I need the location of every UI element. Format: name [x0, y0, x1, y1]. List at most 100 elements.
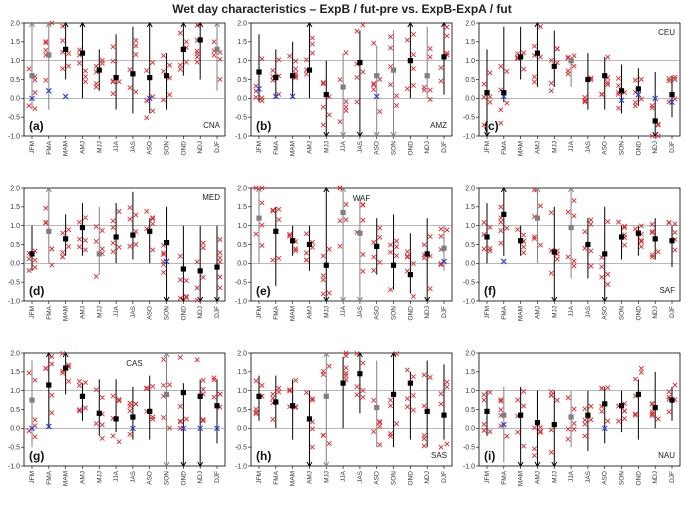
- ensemble-cross: [582, 421, 588, 427]
- ensemble-cross: [194, 54, 200, 60]
- mean-marker: [306, 241, 313, 248]
- ensemble-cross: [498, 63, 504, 69]
- ensemble-cross: [481, 219, 487, 226]
- ensemble-cross: [666, 219, 672, 225]
- panel-ceu: -1.0 -0.5 0.0 0.5 1.0 1.5 2.0 JFM FMA MAM AMJ MJJ JJ…: [463, 20, 681, 156]
- x-tick-label: AMJ: [534, 471, 541, 484]
- mean-marker: [323, 393, 329, 399]
- ensemble-cross: [622, 223, 628, 229]
- y-tick-label: 1.0: [237, 223, 247, 230]
- ensemble-cross: [200, 240, 206, 246]
- x-tick-label: JAS: [585, 305, 592, 318]
- mean-marker: [46, 228, 52, 234]
- mean-marker: [635, 391, 641, 398]
- region-label: MED: [202, 193, 220, 202]
- ensemble-cross: [144, 385, 150, 391]
- mean-marker: [669, 397, 675, 403]
- ensemble-cross: [438, 78, 444, 84]
- ensemble-cross: [632, 226, 638, 232]
- panel-frame: [250, 187, 453, 302]
- ensemble-cross: [49, 361, 55, 367]
- ensemble-cross: [337, 218, 343, 224]
- mean-marker: [214, 403, 220, 409]
- mean-marker: [551, 249, 557, 255]
- ensemble-cross: [116, 396, 122, 403]
- ensemble-cross: [133, 242, 139, 248]
- y-tick-label: -0.5: [235, 280, 247, 287]
- ensemble-cross: [438, 391, 444, 397]
- ensemble-cross: [394, 238, 400, 244]
- ensemble-cross: [43, 205, 49, 211]
- ensemble-cross: [144, 115, 150, 121]
- ensemble-cross: [82, 405, 88, 411]
- ensemble-cross: [388, 34, 394, 40]
- mean-marker: [46, 382, 52, 388]
- ensemble-cross: [672, 247, 678, 253]
- ensemble-cross: [616, 83, 622, 89]
- ensemble-cross: [43, 366, 49, 372]
- ensemble-cross: [548, 392, 554, 398]
- ensemble-cross: [521, 403, 527, 409]
- ensemble-cross: [303, 390, 309, 396]
- x-tick-label: NDJ: [652, 471, 659, 484]
- ensemble-cross: [427, 46, 433, 52]
- ensemble-cross: [548, 427, 554, 433]
- panel-label: (d): [29, 284, 44, 298]
- ensemble-cross: [481, 246, 487, 252]
- x-tick-label: JJA: [340, 305, 347, 317]
- mean-marker: [197, 393, 203, 399]
- x-tick-label: MAM: [518, 306, 525, 321]
- mean-marker: [29, 251, 35, 257]
- ensemble-cross: [638, 96, 644, 102]
- ensemble-cross: [127, 408, 133, 414]
- x-tick-label: MAM: [518, 471, 525, 486]
- ensemble-cross: [43, 219, 49, 225]
- x-tick-label: OND: [180, 306, 187, 321]
- ensemble-cross: [293, 377, 299, 383]
- ensemble-cross: [116, 79, 122, 85]
- ensemble-cross: [599, 264, 605, 270]
- x-tick-label: NDJ: [197, 141, 204, 154]
- ensemble-cross: [76, 378, 82, 384]
- ensemble-cross: [354, 99, 360, 105]
- arrow-up: [356, 352, 363, 358]
- mean-marker: [340, 84, 346, 90]
- mean-marker: [79, 393, 86, 399]
- ensemble-cross: [144, 208, 150, 214]
- x-tick-label: NDJ: [424, 141, 431, 154]
- mean-marker: [424, 408, 430, 414]
- arrow-down: [551, 296, 558, 302]
- ensemble-cross: [404, 249, 410, 255]
- ensemble-cross: [66, 227, 72, 233]
- ensemble-cross: [270, 207, 276, 213]
- mean-marker: [96, 251, 102, 257]
- mean-marker: [551, 63, 557, 69]
- region-label: SAS: [431, 451, 447, 460]
- ensemble-cross: [666, 78, 672, 84]
- ensemble-cross: [371, 268, 377, 274]
- panel-waf: -1.0 -0.5 0.0 0.5 1.0 1.5 2.0 JFM FMA MAM AMJ MJJ JJ…: [235, 185, 453, 321]
- ensemble-cross: [150, 383, 156, 389]
- ensemble-cross: [548, 449, 554, 455]
- ensemble-cross: [531, 236, 537, 242]
- ensemble-cross: [161, 250, 167, 256]
- ensemble-cross: [404, 367, 410, 373]
- x-tick-label: JJA: [568, 140, 575, 152]
- ensemble-cross: [150, 414, 156, 420]
- y-tick-label: 0.0: [465, 261, 475, 268]
- ensemble-cross: [26, 256, 32, 262]
- mean-marker: [669, 238, 675, 244]
- ensemble-cross: [66, 63, 72, 69]
- ensemble-cross: [320, 291, 326, 297]
- ensemble-cross: [270, 208, 276, 214]
- mean-marker: [214, 46, 220, 52]
- x-tick-label: AMJ: [306, 306, 313, 319]
- ensemble-cross: [554, 256, 560, 262]
- mean-marker: [618, 88, 625, 94]
- ensemble-cross: [177, 277, 183, 283]
- ensemble-cross: [571, 263, 577, 269]
- x-tick-label: SON: [619, 306, 626, 320]
- ensemble-cross: [60, 351, 66, 357]
- x-tick-label: FMA: [501, 305, 508, 319]
